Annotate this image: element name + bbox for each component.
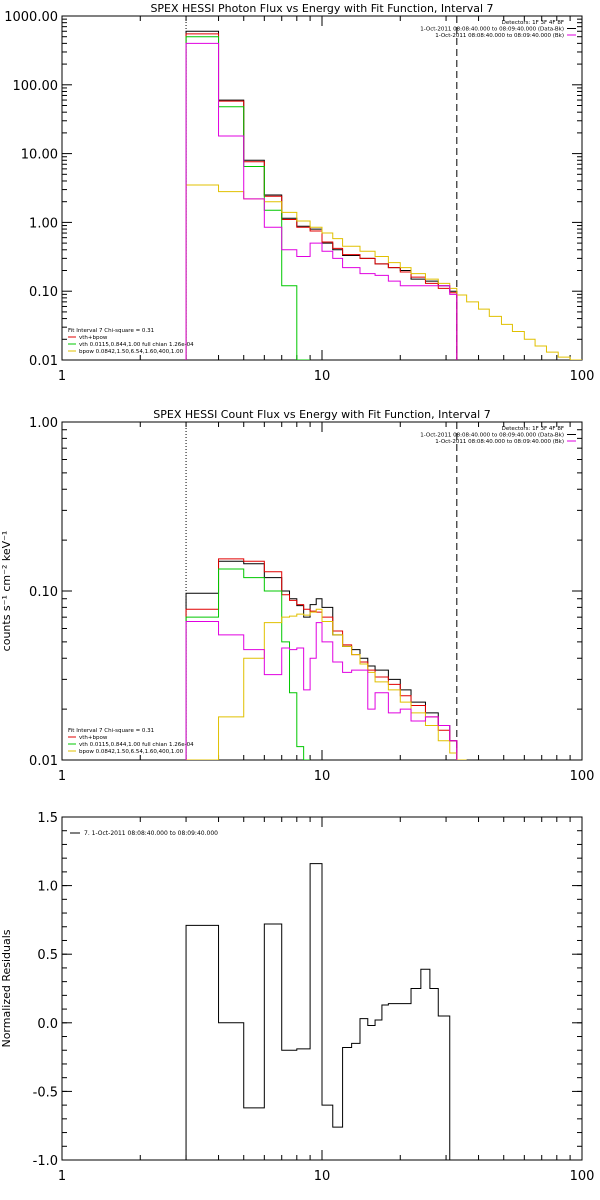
legend-left-text: bpow 0.0842,1.50,6.54,1.60,400,1.00 [79, 749, 184, 755]
legend-left-text: bpow 0.0842,1.50,6.54,1.60,400,1.00 [79, 349, 184, 355]
legend-right-text: 1-Oct-2011 08:08:40.000 to 08:09:40.000 … [420, 433, 564, 439]
x-tick-label: 10 [314, 1169, 331, 1184]
y-tick-label: 0.5 [37, 948, 58, 963]
y-tick-label: 0.01 [29, 354, 58, 369]
plot-frame [61, 15, 583, 361]
x-tick-label: 10 [314, 769, 331, 784]
legend-right-text: Detectors: 1F 3F 4F 8F [502, 426, 564, 432]
y-tick-label: 0.10 [29, 285, 58, 300]
x-tick-label: 1 [58, 1169, 66, 1184]
y-tick-label: 1.00 [29, 416, 58, 431]
y-tick-label: -1.0 [33, 1154, 58, 1169]
chart-title: SPEX HESSI Count Flux vs Energy with Fit… [153, 408, 490, 421]
series-line-bk [185, 42, 458, 360]
plot-frame [61, 421, 583, 761]
series-line-data-bk [185, 560, 458, 760]
series-group [185, 863, 451, 1160]
y-tick-label: -0.5 [33, 1085, 58, 1100]
legend-left-text: Fit Interval 7 Chi-square = 0.31 [68, 728, 154, 734]
legend-left-text: vth 0.0115,0.844,1.00 full chian 1.26e-0… [79, 342, 194, 348]
y-axis-label: counts s⁻¹ cm⁻² keV⁻¹ [0, 531, 13, 652]
y-tick-label: 0.10 [29, 585, 58, 600]
legend-right-text: Detectors: 1F 3F 4F 8F [502, 20, 564, 26]
series-line-bk [185, 620, 458, 760]
legend-right-text: 1-Oct-2011 08:08:40.000 to 08:09:40.000 … [420, 27, 564, 33]
x-tick-label: 100 [570, 769, 595, 784]
legend-left-text: vth 0.0115,0.844,1.00 full chian 1.26e-0… [79, 742, 194, 748]
series-line-vth [185, 568, 311, 760]
chart-title: SPEX HESSI Photon Flux vs Energy with Fi… [150, 2, 493, 15]
x-tick-label: 100 [570, 369, 595, 384]
panel-resid: Normalized Residuals 1 10 100 -1.0 -0.5 0.0 0.5… [0, 811, 594, 1184]
series-line-bpow [185, 184, 582, 360]
series-line-vth-bpow [185, 558, 458, 760]
y-tick-label: 10.00 [21, 148, 58, 163]
x-tick-label: 1 [58, 769, 66, 784]
legend-right-text: 1-Oct-2011 08:08:40.000 to 08:09:40.000 … [435, 439, 564, 445]
x-tick-label: 100 [570, 1169, 595, 1184]
x-tick-label: 10 [314, 369, 331, 384]
series-group [185, 558, 467, 760]
y-tick-label: 1000.00 [4, 10, 58, 25]
y-axis-label: Normalized Residuals [0, 929, 13, 1047]
legend-left-text: vth+bpow [79, 335, 108, 341]
y-tick-label: 0.01 [29, 754, 58, 769]
panel-photon: SPEX HESSI Photon Flux vs Energy with Fi… [4, 2, 594, 384]
y-tick-label: 100.00 [13, 79, 59, 94]
y-tick-label: 1.5 [37, 811, 58, 826]
series-line-vth-bpow [185, 33, 458, 360]
legend-left-text: Fit Interval 7 Chi-square = 0.31 [68, 328, 154, 334]
legend-left-text: 7. 1-Oct-2011 08:08:40.000 to 08:09:40.0… [84, 830, 218, 837]
y-tick-label: 1.00 [29, 216, 58, 231]
series-group [185, 30, 582, 360]
series-line-data-bk [185, 30, 458, 360]
x-tick-label: 1 [58, 369, 66, 384]
series-line-residuals [185, 863, 451, 1160]
y-tick-label: 0.0 [37, 1017, 58, 1032]
series-line-vth [185, 36, 311, 360]
y-tick-label: 1.0 [37, 880, 58, 895]
legend-left-text: vth+bpow [79, 735, 108, 741]
series-line-bpow [186, 608, 467, 760]
panel-count: SPEX HESSI Count Flux vs Energy with Fit… [0, 408, 594, 784]
legend-right-text: 1-Oct-2011 08:08:40.000 to 08:09:40.000 … [435, 33, 564, 39]
